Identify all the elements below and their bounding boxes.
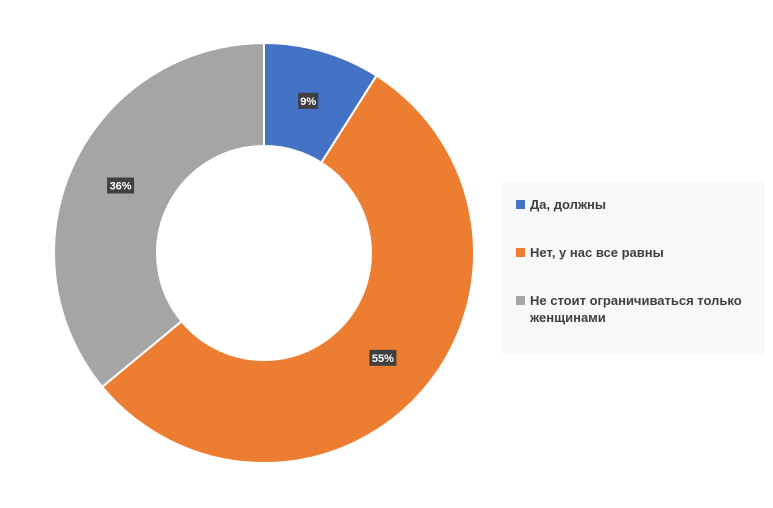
slice-not-only-women <box>53 41 265 389</box>
data-label-no-text: 55% <box>372 353 394 365</box>
data-label-yes-box <box>298 92 319 109</box>
legend-swatch-yes <box>516 200 525 209</box>
data-label-not-only-women-text: 36% <box>110 181 132 193</box>
legend-item-not-only-women: Не стоит ограничиваться только женщинами <box>516 292 755 326</box>
legend-label-no: Нет, у нас все равны <box>530 245 664 260</box>
data-label-not-only-women: 36% <box>107 177 135 194</box>
legend-item-yes: Да, должны <box>516 196 755 213</box>
data-label-yes: 9% <box>298 92 319 109</box>
legend-item-no: Нет, у нас все равны <box>516 244 755 261</box>
data-label-yes-text: 9% <box>300 96 316 108</box>
slice-no <box>100 74 475 464</box>
data-label-not-only-women-box <box>107 177 135 194</box>
legend-label-not-only-women: Не стоит ограничиваться только женщинами <box>530 293 742 325</box>
legend-swatch-not-only-women <box>516 296 525 305</box>
legend-label-yes: Да, должны <box>530 197 607 212</box>
legend-swatch-no <box>516 248 525 257</box>
data-label-no: 55% <box>369 349 397 366</box>
chart-legend: Да, должны Нет, у нас все равны Не стоит… <box>502 182 765 354</box>
donut-slices <box>53 41 475 464</box>
data-label-no-box <box>369 349 397 366</box>
data-labels: 9% 55% 36% <box>107 92 397 366</box>
